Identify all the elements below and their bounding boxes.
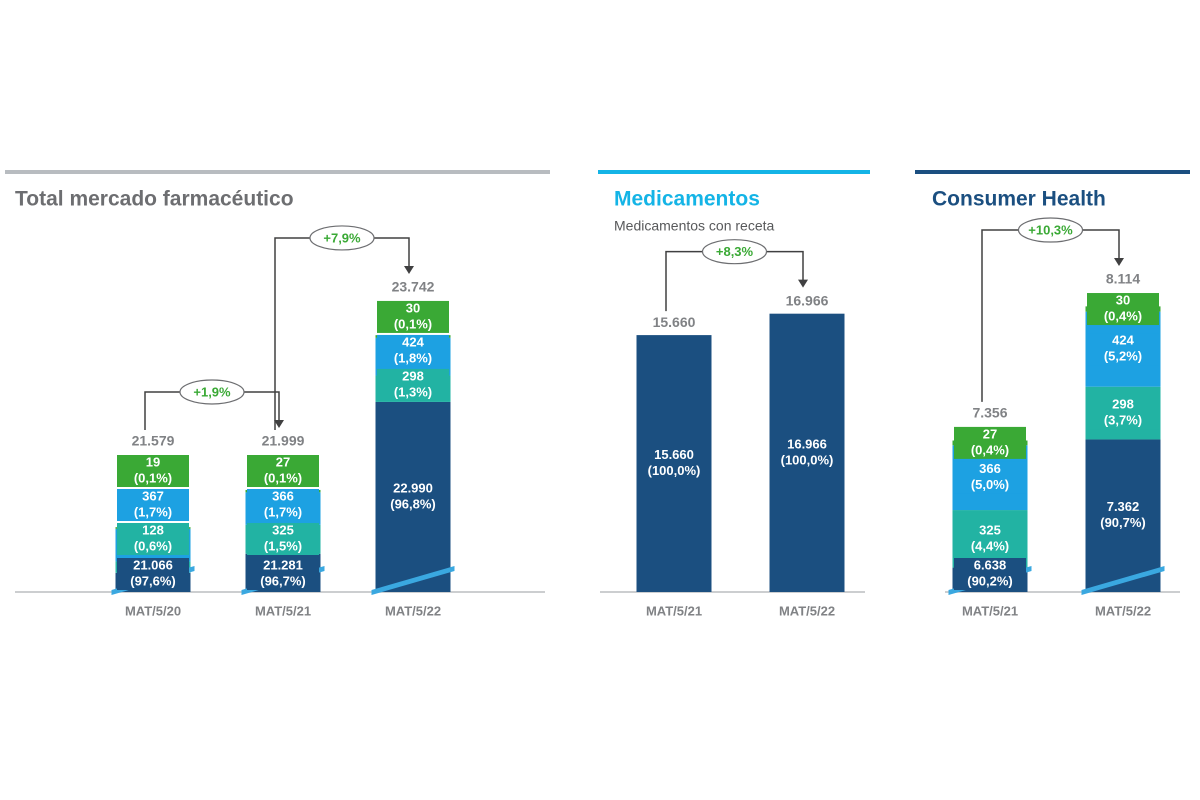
share-label: (0,1%) — [264, 470, 302, 485]
panel-title: Consumer Health — [932, 188, 1106, 211]
label-box — [247, 558, 319, 590]
bar-segment — [375, 401, 451, 592]
value-label: 325 — [272, 522, 294, 537]
value-label: 15.660 — [654, 447, 694, 462]
label-box — [954, 522, 1026, 555]
bar-segment — [636, 335, 712, 592]
share-label: (0,4%) — [971, 442, 1009, 457]
value-label: 366 — [979, 461, 1001, 476]
x-tick-label: MAT/5/22 — [385, 603, 441, 618]
value-label: 7.362 — [1107, 499, 1140, 514]
share-label: (0,6%) — [134, 538, 172, 553]
share-label: (96,8%) — [390, 496, 436, 511]
value-label: 19 — [146, 454, 160, 469]
share-label: (4,4%) — [971, 538, 1009, 553]
label-box — [377, 368, 449, 401]
growth-label: +7,9% — [323, 230, 361, 245]
growth-badge — [309, 225, 375, 251]
total-label: 21.579 — [132, 433, 175, 449]
share-label: (0,1%) — [134, 470, 172, 485]
share-label: (90,2%) — [967, 573, 1013, 588]
value-label: 6.638 — [974, 557, 1007, 572]
label-box — [247, 523, 319, 555]
total-label: 7.356 — [972, 405, 1007, 421]
total-label: 21.999 — [262, 433, 305, 449]
total-label: 15.660 — [653, 314, 696, 330]
label-box — [1087, 293, 1159, 326]
label-box — [247, 489, 319, 521]
share-label: (0,4%) — [1104, 308, 1142, 323]
panel-title: Medicamentos — [614, 188, 760, 211]
arrow-head — [274, 420, 284, 428]
label-box — [377, 300, 449, 333]
growth-label: +8,3% — [716, 244, 754, 259]
label-box — [1087, 333, 1159, 366]
x-tick-label: MAT/5/21 — [962, 603, 1018, 618]
x-tick-label: MAT/5/22 — [1095, 603, 1151, 618]
total-label: 8.114 — [1106, 271, 1140, 287]
share-label: (100,0%) — [781, 452, 834, 467]
x-tick-label: MAT/5/21 — [255, 603, 311, 618]
value-label: 366 — [272, 488, 294, 503]
x-tick-label: MAT/5/21 — [646, 603, 702, 618]
label-box — [117, 455, 189, 487]
label-box — [954, 558, 1026, 590]
share-label: (1,5%) — [264, 538, 302, 553]
growth-badge — [701, 239, 768, 265]
total-label: 23.742 — [392, 279, 435, 295]
growth-badge — [179, 379, 245, 405]
value-label: 27 — [983, 426, 997, 441]
x-tick-label: MAT/5/20 — [125, 603, 181, 618]
growth-label: +1,9% — [193, 384, 231, 399]
value-label: 298 — [402, 368, 424, 383]
value-label: 22.990 — [393, 480, 433, 495]
value-label: 27 — [276, 454, 290, 469]
label-box — [117, 558, 189, 590]
bar-segment — [769, 313, 845, 592]
panel-subtitle: Medicamentos con receta — [614, 218, 775, 234]
bar-segment — [1085, 439, 1161, 592]
label-box — [117, 489, 189, 521]
value-label: 128 — [142, 522, 164, 537]
share-label: (5,0%) — [971, 477, 1009, 492]
label-box — [1087, 397, 1159, 430]
value-label: 298 — [1112, 397, 1134, 412]
label-box — [954, 461, 1026, 494]
label-box — [954, 426, 1026, 459]
share-label: (97,6%) — [130, 573, 176, 588]
value-label: 16.966 — [787, 436, 827, 451]
value-label: 21.281 — [263, 557, 303, 572]
share-label: (0,1%) — [394, 316, 432, 331]
growth-badge — [1017, 217, 1084, 243]
value-label: 424 — [1112, 333, 1134, 348]
label-box — [247, 455, 319, 487]
total-label: 16.966 — [786, 292, 829, 308]
axis-break — [371, 566, 455, 595]
share-label: (1,7%) — [134, 504, 172, 519]
share-label: (100,0%) — [648, 463, 701, 478]
share-label: (1,3%) — [394, 384, 432, 399]
arrow-head — [1114, 258, 1124, 267]
value-label: 367 — [142, 488, 164, 503]
value-label: 325 — [979, 522, 1001, 537]
panel-title: Total mercado farmacéutico — [15, 188, 294, 211]
arrow-head — [404, 265, 414, 274]
label-box — [377, 334, 449, 367]
label-box — [117, 523, 189, 555]
growth-label: +10,3% — [1028, 222, 1073, 237]
share-label: (1,8%) — [394, 350, 432, 365]
value-label: 30 — [1116, 292, 1130, 307]
share-label: (3,7%) — [1104, 413, 1142, 428]
x-tick-label: MAT/5/22 — [779, 603, 835, 618]
value-label: 30 — [406, 300, 420, 315]
value-label: 21.066 — [133, 557, 173, 572]
arrow-head — [798, 279, 808, 288]
share-label: (1,7%) — [264, 504, 302, 519]
share-label: (90,7%) — [1100, 515, 1146, 530]
value-label: 424 — [402, 334, 424, 349]
share-label: (96,7%) — [260, 573, 306, 588]
axis-break — [1081, 566, 1165, 595]
share-label: (5,2%) — [1104, 349, 1142, 364]
